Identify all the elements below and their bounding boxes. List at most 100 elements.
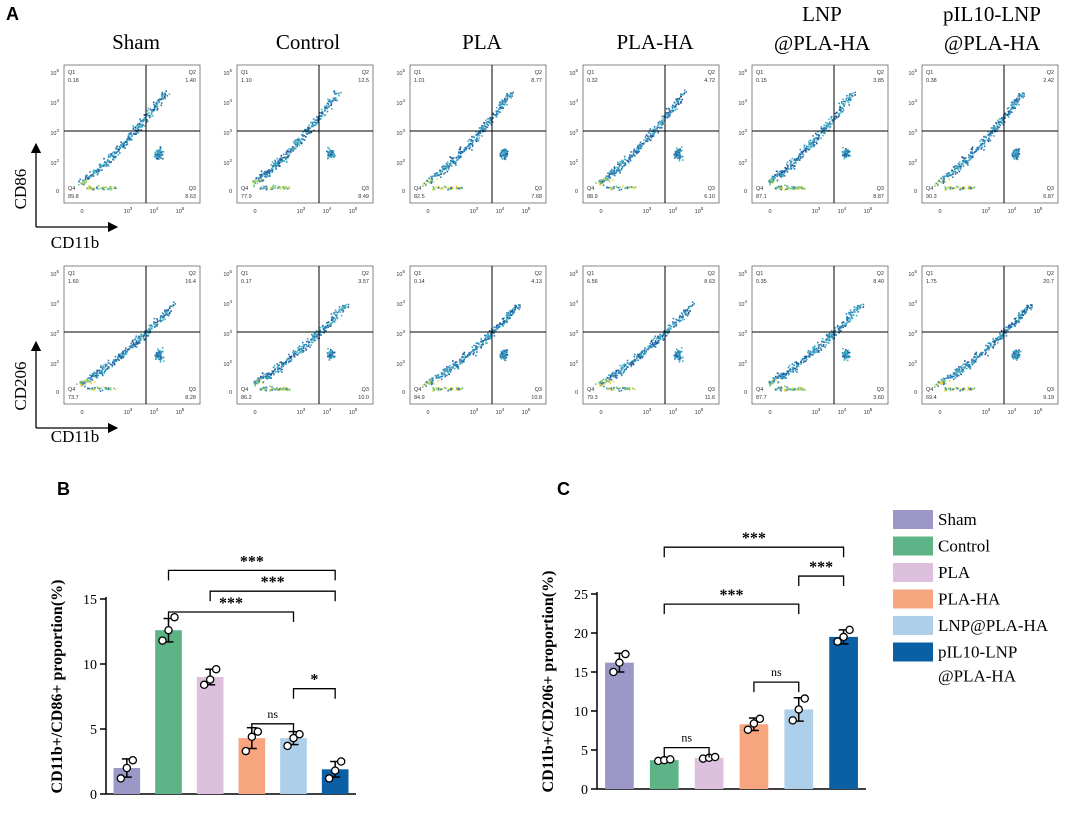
- flow-xtick: 0: [938, 209, 941, 215]
- significance-bracket: [251, 723, 295, 734]
- flow-ytick: 102: [396, 158, 405, 167]
- q4-name: Q4: [414, 186, 421, 192]
- q4-value: 69.4: [926, 395, 937, 401]
- legend-swatch-5: [893, 642, 933, 662]
- flow-ytick: 103: [569, 128, 578, 137]
- q4-name: Q4: [587, 186, 594, 192]
- flow-ytick: 105: [396, 68, 405, 77]
- group-title-2-line-0: PLA: [462, 30, 503, 54]
- significance-label: ***: [809, 559, 833, 576]
- q4-value: 89.8: [68, 194, 79, 200]
- flow-ytick: 0: [575, 189, 578, 195]
- q1-value: 0.14: [414, 279, 425, 285]
- flow-plots: Q1 0.18 Q2 1.40 Q3 8.63 Q4 89.8 0 103 104 105 105 104…: [50, 64, 1059, 416]
- flow-ytick: 103: [738, 329, 747, 338]
- flow-plot-r1-c0: Q1 1.60 Q2 16.4 Q3 8.28 Q4 73.7 0 103 104 105 105 104…: [50, 265, 201, 416]
- flow-xtick: 103: [982, 206, 991, 215]
- q4-name: Q4: [414, 387, 421, 393]
- significance-label: *: [310, 672, 318, 689]
- flow-dots: [422, 91, 514, 191]
- q1-value: 0.17: [241, 279, 252, 285]
- q4-name: Q4: [68, 387, 75, 393]
- data-point: [666, 755, 675, 764]
- flow-ytick: 102: [569, 359, 578, 368]
- flow-xtick: 103: [812, 206, 821, 215]
- flow-ytick: 103: [396, 128, 405, 137]
- data-point: [205, 675, 215, 684]
- q4-name: Q4: [241, 387, 248, 393]
- flow-ytick: 103: [908, 128, 917, 137]
- q3-name: Q3: [189, 387, 196, 393]
- flow-ytick: 102: [396, 359, 405, 368]
- bar-Control: [155, 630, 182, 794]
- flow-ytick: 102: [50, 158, 59, 167]
- bar-pIL10-LNP@PLA-HA: [829, 636, 858, 789]
- flow-ytick: 105: [908, 269, 917, 278]
- y-tick-label: 10: [574, 705, 588, 720]
- bar-PLA: [196, 677, 224, 794]
- q3-name: Q3: [877, 186, 884, 192]
- flow-ytick: 0: [56, 189, 59, 195]
- data-point: [158, 636, 167, 645]
- q2-name: Q2: [362, 70, 369, 76]
- flow-ytick: 103: [223, 128, 232, 137]
- data-point: [289, 733, 298, 743]
- panel-label-c: C: [557, 479, 570, 499]
- q1-name: Q1: [926, 271, 933, 277]
- flow-ytick: 0: [56, 390, 59, 396]
- data-point: [324, 774, 334, 783]
- flow-ytick: 103: [738, 128, 747, 137]
- q2-name: Q2: [708, 271, 715, 277]
- flow-plot-r1-c2: Q1 0.14 Q2 4.13 Q3 10.8 Q4 84.9 0 103 104 105 105 104…: [396, 265, 547, 416]
- flow-dots: [253, 303, 350, 392]
- panel-label-a: A: [6, 4, 19, 24]
- q4-value: 90.3: [926, 194, 937, 200]
- data-point: [164, 625, 173, 635]
- q4-value: 88.9: [587, 194, 598, 200]
- flow-xtick: 103: [643, 407, 652, 416]
- flow-xtick: 103: [812, 407, 821, 416]
- y-axis-label: CD11b+/CD86+ proportion(%): [49, 580, 66, 794]
- flow-xtick: 0: [599, 209, 602, 215]
- flow-ytick: 0: [229, 189, 232, 195]
- y-tick-label: 5: [90, 723, 97, 738]
- y-axis-label: CD11b+/CD206+ proportion(%): [540, 571, 557, 793]
- legend-swatch-0: [893, 510, 933, 529]
- flow-xtick: 103: [470, 407, 479, 416]
- data-point: [845, 625, 854, 635]
- flow-dots: [595, 301, 696, 392]
- q2-name: Q2: [708, 70, 715, 76]
- q3-value: 7.68: [531, 194, 542, 200]
- q3-value: 11.6: [705, 395, 715, 401]
- flow-ytick: 104: [223, 299, 232, 308]
- flow-ytick: 104: [50, 98, 59, 107]
- flow-xtick: 103: [470, 206, 479, 215]
- flow-plot-r1-c3: Q1 6.56 Q2 8.63 Q3 11.6 Q4 79.3 0 103 104 105 105 104…: [569, 265, 720, 416]
- legend-swatch-4: [893, 616, 933, 635]
- q1-name: Q1: [414, 70, 421, 76]
- q1-value: 0.35: [756, 279, 767, 285]
- q2-value: 4.72: [704, 78, 715, 84]
- q1-name: Q1: [587, 70, 594, 76]
- legend-swatch-2: [893, 563, 933, 582]
- flow-xtick: 103: [124, 206, 133, 215]
- q2-name: Q2: [189, 271, 196, 277]
- flow-xtick: 105: [176, 407, 185, 416]
- group-title-5-line-0: pIL10-LNP: [943, 2, 1041, 26]
- y-tick-label: 10: [83, 658, 97, 673]
- q2-value: 16.4: [185, 279, 196, 285]
- data-point: [749, 719, 759, 728]
- q3-value: 9.19: [1043, 395, 1054, 401]
- q4-name: Q4: [68, 186, 75, 192]
- q1-name: Q1: [414, 271, 421, 277]
- data-point: [199, 680, 209, 690]
- q2-value: 12.5: [358, 78, 369, 84]
- q1-name: Q1: [926, 70, 933, 76]
- legend-swatch-1: [893, 536, 933, 556]
- flow-xtick: 104: [1008, 407, 1017, 416]
- q2-value: 3.85: [873, 78, 884, 84]
- q3-name: Q3: [535, 186, 542, 192]
- y-tick-label: 5: [581, 744, 588, 759]
- y-tick-label: 15: [83, 593, 97, 608]
- q3-name: Q3: [708, 387, 715, 393]
